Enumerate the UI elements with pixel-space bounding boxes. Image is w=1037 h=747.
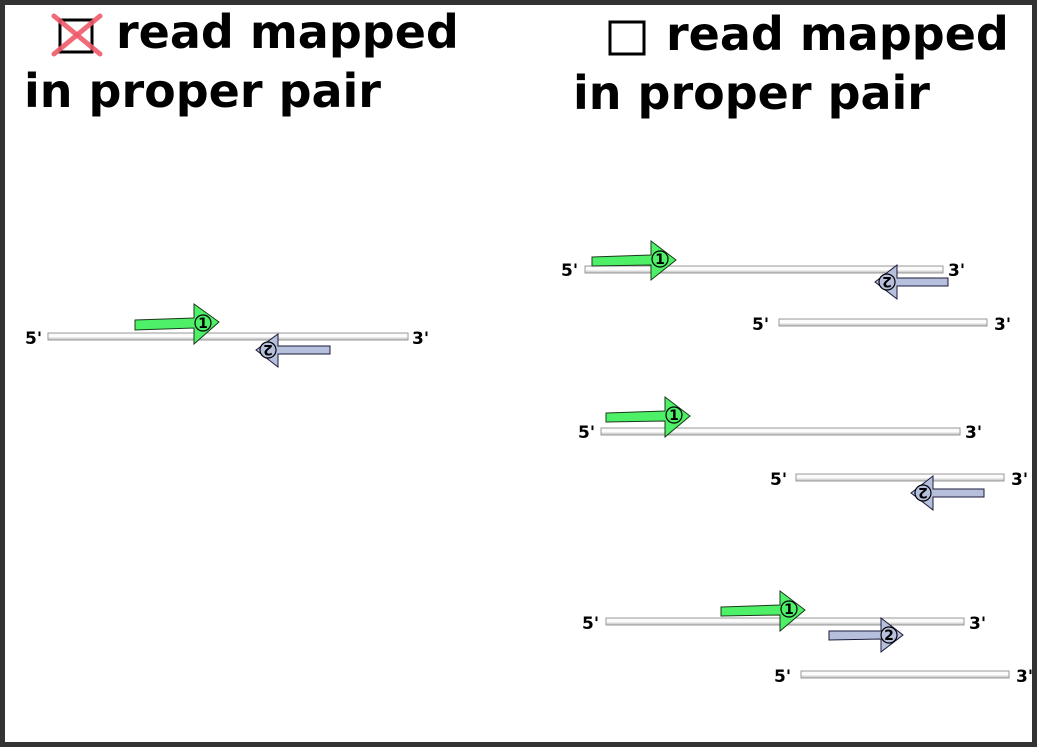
three-prime-label: 3' xyxy=(994,315,1011,335)
reference-strand xyxy=(795,473,1005,482)
three-prime-label: 3' xyxy=(969,614,986,634)
five-prime-label: 5' xyxy=(582,614,599,634)
read1-forward-arrow: 1 xyxy=(591,239,677,282)
read2-number: 2 xyxy=(884,628,894,644)
read1-forward-arrow: 1 xyxy=(720,589,806,633)
empty-checkbox-icon xyxy=(608,20,646,56)
three-prime-label: 3' xyxy=(412,329,429,349)
unchecked-title-line1: read mapped xyxy=(666,7,1009,61)
five-prime-label: 5' xyxy=(25,329,42,349)
read2-reverse-arrow: 2 xyxy=(255,333,331,369)
read2-number: 2 xyxy=(263,341,273,357)
three-prime-label: 3' xyxy=(1011,470,1028,490)
three-prime-label: 3' xyxy=(965,423,982,443)
checked-title-line1: read mapped xyxy=(116,5,459,59)
reference-strand xyxy=(47,332,409,341)
panel-checked: read mapped in proper pair 5' 3' 1 2 xyxy=(24,5,459,369)
five-prime-label: 5' xyxy=(752,315,769,335)
read2-reverse-arrow: 2 xyxy=(874,263,949,301)
read1-forward-arrow: 1 xyxy=(134,303,220,346)
checked-title-line2: in proper pair xyxy=(24,64,381,118)
read2-forward-arrow: 2 xyxy=(828,616,904,654)
crossed-checkbox-icon xyxy=(51,13,103,57)
three-prime-label: 3' xyxy=(948,261,965,281)
reference-strand xyxy=(600,427,961,436)
panel-unchecked: read mapped in proper pair 5' 3' 5' 3' 1… xyxy=(561,7,1033,687)
five-prime-label: 5' xyxy=(770,470,787,490)
read2-number: 2 xyxy=(882,273,892,289)
three-prime-label: 3' xyxy=(1016,667,1033,687)
read1-forward-arrow: 1 xyxy=(605,395,691,439)
five-prime-label: 5' xyxy=(578,423,595,443)
five-prime-label: 5' xyxy=(774,667,791,687)
reference-strand xyxy=(778,318,988,327)
scenario-c: 5' 3' 5' 3' 1 2 xyxy=(582,589,1033,687)
read2-number: 2 xyxy=(918,484,928,500)
read2-reverse-arrow: 2 xyxy=(910,474,985,512)
unchecked-title-line2: in proper pair xyxy=(573,66,930,120)
reference-strand xyxy=(584,265,944,274)
five-prime-label: 5' xyxy=(561,261,578,281)
scenario-a: 5' 3' 5' 3' 1 2 xyxy=(561,239,1011,335)
scenario-b: 5' 3' 5' 3' 1 2 xyxy=(578,395,1028,512)
read1-number: 1 xyxy=(669,408,679,424)
read1-number: 1 xyxy=(198,316,208,332)
read1-number: 1 xyxy=(784,602,794,618)
read1-number: 1 xyxy=(655,252,665,268)
reference-strand xyxy=(800,670,1010,679)
